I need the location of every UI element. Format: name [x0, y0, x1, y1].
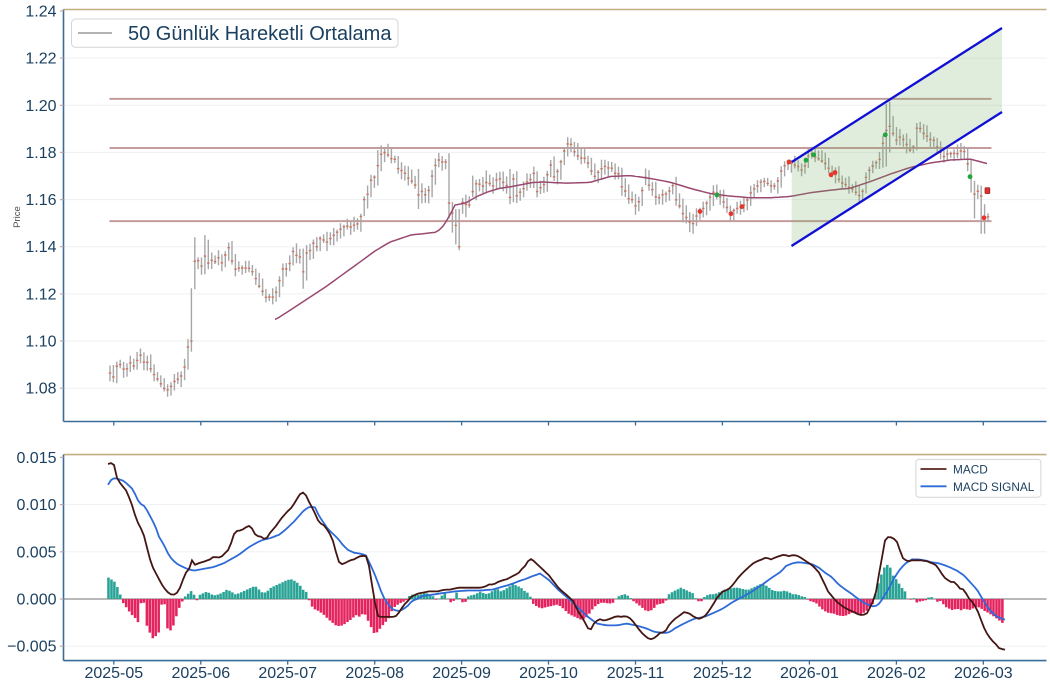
- svg-text:1.14: 1.14: [25, 239, 56, 256]
- svg-text:2025-08: 2025-08: [345, 665, 404, 682]
- svg-text:0.005: 0.005: [16, 544, 56, 561]
- svg-text:2026-03: 2026-03: [954, 665, 1013, 682]
- svg-text:2025-09: 2025-09: [432, 665, 491, 682]
- svg-text:1.10: 1.10: [25, 334, 56, 351]
- svg-text:2025-05: 2025-05: [84, 665, 143, 682]
- svg-text:1.24: 1.24: [25, 4, 56, 21]
- svg-text:50 Günlük Hareketli Ortalama: 50 Günlük Hareketli Ortalama: [128, 23, 392, 45]
- svg-text:0.010: 0.010: [16, 497, 56, 514]
- svg-text:2025-12: 2025-12: [693, 665, 752, 682]
- svg-text:2025-07: 2025-07: [258, 665, 317, 682]
- svg-text:2025-10: 2025-10: [519, 665, 578, 682]
- svg-text:1.20: 1.20: [25, 98, 56, 115]
- svg-text:1.22: 1.22: [25, 51, 56, 68]
- svg-text:Price: Price: [12, 206, 23, 228]
- svg-text:MACD: MACD: [953, 463, 988, 477]
- svg-text:MACD SIGNAL: MACD SIGNAL: [953, 480, 1035, 494]
- svg-text:1.12: 1.12: [25, 286, 56, 303]
- svg-text:1.08: 1.08: [25, 381, 56, 398]
- svg-text:2026-01: 2026-01: [780, 665, 839, 682]
- svg-text:−0.005: −0.005: [7, 639, 56, 656]
- svg-text:1.18: 1.18: [25, 145, 56, 162]
- svg-text:2026-02: 2026-02: [867, 665, 926, 682]
- svg-text:2025-11: 2025-11: [607, 665, 665, 682]
- svg-text:1.16: 1.16: [25, 192, 56, 209]
- svg-text:0.015: 0.015: [16, 450, 56, 467]
- svg-text:0.000: 0.000: [16, 592, 56, 609]
- svg-text:2025-06: 2025-06: [171, 665, 230, 682]
